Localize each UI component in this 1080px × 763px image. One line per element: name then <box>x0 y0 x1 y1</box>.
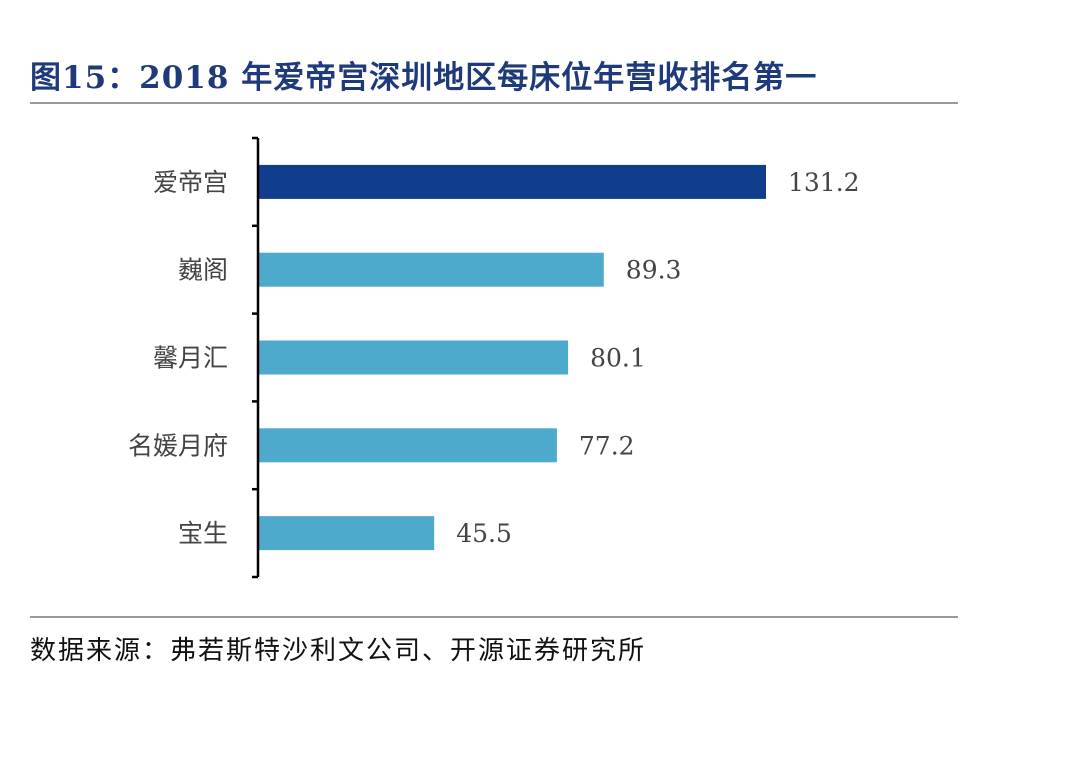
value-label: 131.2 <box>788 168 860 197</box>
value-label: 80.1 <box>590 344 646 373</box>
category-label: 巍阁 <box>178 256 228 285</box>
value-label: 77.2 <box>579 431 635 460</box>
category-label: 宝生 <box>178 519 228 548</box>
source-note: 数据来源：弗若斯特沙利文公司、开源证券研究所 <box>30 636 647 666</box>
bar-4 <box>258 516 435 551</box>
category-label: 名媛月府 <box>128 431 228 460</box>
title-rule <box>30 102 958 104</box>
category-label: 爱帝宫 <box>153 168 228 197</box>
bar-1 <box>258 252 604 287</box>
bar-0 <box>258 164 766 199</box>
category-label: 馨月汇 <box>153 344 228 373</box>
bar-2 <box>258 340 569 375</box>
source-rule <box>30 616 958 618</box>
value-label: 45.5 <box>456 519 512 548</box>
bar-3 <box>258 428 557 463</box>
value-label: 89.3 <box>626 256 682 285</box>
figure-title: 图15：2018 年爱帝宫深圳地区每床位年营收排名第一 <box>30 60 818 96</box>
